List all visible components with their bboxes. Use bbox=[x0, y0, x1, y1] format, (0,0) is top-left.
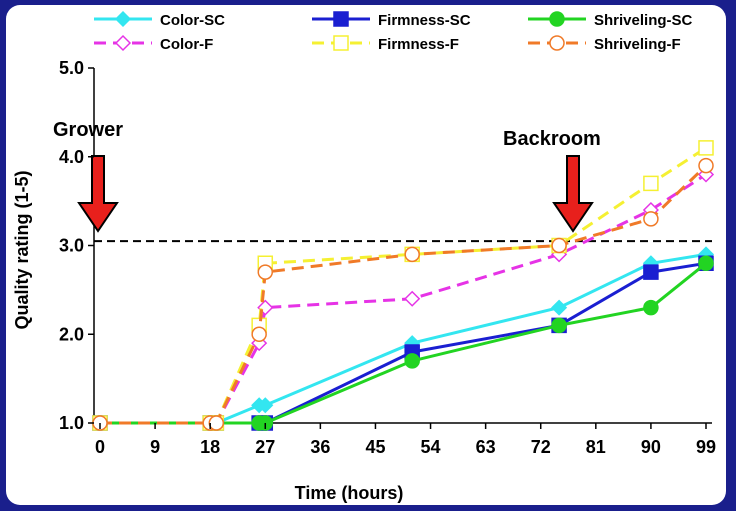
data-point bbox=[257, 299, 274, 316]
data-point bbox=[698, 157, 714, 174]
x-tick-label: 9 bbox=[150, 437, 160, 457]
y-tick-label: 3.0 bbox=[59, 236, 84, 256]
legend-marker bbox=[114, 10, 132, 28]
axis-layer: 1.0 2.0 3.0 4.0 5.0 0 9 18 27 36 45 54 63 72 81 90 99 bbox=[59, 58, 716, 457]
data-point bbox=[404, 353, 420, 369]
data-point bbox=[643, 299, 659, 316]
series-firmness-f bbox=[92, 140, 714, 431]
series-color-sc bbox=[91, 246, 715, 432]
series-line bbox=[100, 261, 707, 425]
x-tick-label: 45 bbox=[365, 437, 385, 457]
legend: Color-SC Firmness-SC Shriveling-SC Color-F F… bbox=[94, 10, 693, 53]
data-point bbox=[208, 415, 225, 431]
x-tick-label: 54 bbox=[421, 437, 441, 457]
y-tick-label: 2.0 bbox=[59, 324, 84, 344]
series-line bbox=[100, 173, 707, 425]
x-axis-title: Time (hours) bbox=[295, 483, 404, 503]
data-point bbox=[257, 397, 274, 414]
x-tick-label: 63 bbox=[476, 437, 496, 457]
y-tick-label: 1.0 bbox=[59, 413, 84, 433]
legend-label: Color-SC bbox=[160, 12, 225, 29]
data-point bbox=[257, 264, 274, 280]
x-tick-label: 18 bbox=[200, 437, 220, 457]
data-point bbox=[551, 237, 567, 254]
plot-area bbox=[93, 68, 712, 424]
y-tick-label: 5.0 bbox=[59, 58, 84, 78]
series-shriveling-sc bbox=[92, 255, 714, 431]
data-point bbox=[404, 246, 420, 263]
legend-item-firmness-f: Firmness-F bbox=[312, 35, 459, 53]
grower-label: Grower bbox=[53, 119, 123, 141]
annotation-layer: Grower Backroom bbox=[53, 119, 601, 233]
chart-panel: Color-SC Firmness-SC Shriveling-SC Color-F F… bbox=[6, 5, 726, 505]
data-point bbox=[643, 264, 659, 280]
quality-rating-chart: Color-SC Firmness-SC Shriveling-SC Color-F F… bbox=[12, 10, 716, 503]
x-tick-label: 0 bbox=[95, 437, 105, 457]
y-axis-title: Quality rating (1-5) bbox=[12, 170, 32, 329]
x-tick-label: 36 bbox=[310, 437, 330, 457]
legend-item-firmness-sc: Firmness-SC bbox=[312, 11, 471, 29]
legend-marker bbox=[333, 11, 349, 27]
series-shriveling-f bbox=[92, 157, 714, 431]
x-tick-label: 90 bbox=[641, 437, 661, 457]
legend-label: Firmness-F bbox=[378, 36, 459, 53]
series-line bbox=[100, 262, 707, 425]
legend-label: Shriveling-SC bbox=[594, 12, 693, 29]
x-tick-label: 81 bbox=[586, 437, 606, 457]
x-tick-label: 72 bbox=[531, 437, 551, 457]
legend-item-shriveling-f: Shriveling-F bbox=[528, 35, 681, 53]
legend-label: Color-F bbox=[160, 36, 213, 53]
backroom-arrow bbox=[552, 155, 594, 233]
data-point bbox=[251, 326, 267, 342]
series-line bbox=[100, 252, 707, 425]
y-tick-label: 4.0 bbox=[59, 147, 84, 167]
data-point bbox=[551, 299, 568, 316]
x-tick-label: 99 bbox=[696, 437, 716, 457]
series-firmness-sc bbox=[92, 255, 714, 431]
legend-label: Shriveling-F bbox=[594, 36, 681, 53]
legend-marker bbox=[333, 35, 349, 51]
backroom-label: Backroom bbox=[503, 128, 601, 150]
legend-item-shriveling-sc: Shriveling-SC bbox=[528, 11, 693, 29]
data-point bbox=[643, 175, 659, 192]
grower-arrow bbox=[77, 155, 119, 233]
arrow-shape bbox=[77, 155, 119, 233]
legend-item-color-f: Color-F bbox=[94, 34, 213, 53]
series-layer bbox=[91, 140, 715, 432]
series-line bbox=[100, 146, 707, 425]
data-point bbox=[551, 317, 567, 334]
series-color-f bbox=[91, 166, 715, 432]
legend-marker bbox=[114, 34, 132, 52]
legend-label: Firmness-SC bbox=[378, 12, 471, 29]
legend-marker bbox=[549, 35, 565, 51]
legend-marker bbox=[549, 11, 565, 27]
data-point bbox=[404, 290, 421, 307]
data-point bbox=[643, 211, 659, 227]
data-point bbox=[698, 255, 714, 271]
arrow-shape bbox=[552, 155, 594, 233]
x-tick-label: 27 bbox=[255, 437, 275, 457]
data-point bbox=[698, 140, 714, 156]
legend-item-color-sc: Color-SC bbox=[94, 10, 225, 29]
